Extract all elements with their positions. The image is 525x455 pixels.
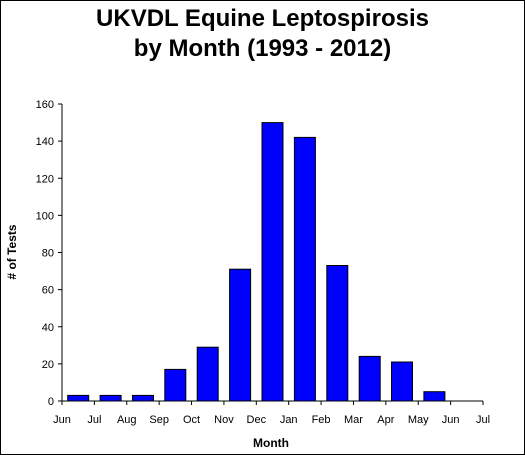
bar-jul-0 xyxy=(67,394,90,402)
y-tick-label: 140 xyxy=(36,136,54,148)
x-tick-label: Jun xyxy=(53,414,71,426)
bar-oct-3 xyxy=(164,368,187,402)
x-tick-label: Jan xyxy=(280,414,298,426)
bar-may-10 xyxy=(391,361,413,402)
x-tick-label: Aug xyxy=(117,414,137,426)
x-axis-title: Month xyxy=(253,436,289,450)
y-tick-label: 80 xyxy=(42,248,54,260)
x-tick-label: Oct xyxy=(183,414,200,426)
bar-nov-4 xyxy=(196,346,219,402)
bar-aug-1 xyxy=(99,394,122,402)
bar-apr-9 xyxy=(358,355,381,402)
y-axis-title: # of Tests xyxy=(5,224,19,279)
chart-title: UKVDL Equine Leptospirosis by Month (199… xyxy=(0,4,525,64)
y-tick-label: 120 xyxy=(36,173,54,185)
chart-title-line-2: by Month (1993 - 2012) xyxy=(133,35,392,62)
bar-jan-6 xyxy=(261,122,284,402)
chart-title-line-1: UKVDL Equine Leptospirosis xyxy=(96,5,429,32)
x-tick-label: Mar xyxy=(344,414,363,426)
y-tick-label: 40 xyxy=(42,322,54,334)
x-tick-label: May xyxy=(408,414,429,426)
ticks: 0 20 40 60 80 100 120 140 160 Jun Jul Aug Sep Oct Nov D… xyxy=(36,99,490,426)
bars xyxy=(67,122,446,402)
x-tick-label: Feb xyxy=(312,414,331,426)
y-tick-label: 60 xyxy=(42,285,54,297)
x-tick-label: Nov xyxy=(214,414,234,426)
x-tick-label: Jul xyxy=(87,414,101,426)
bar-mar-8 xyxy=(326,265,349,402)
x-tick-label: Dec xyxy=(247,414,267,426)
x-tick-label: Jun xyxy=(442,414,460,426)
bar-feb-7 xyxy=(293,136,316,402)
y-tick-label: 160 xyxy=(36,99,54,111)
y-tick-label: 0 xyxy=(48,396,54,408)
bar-sep-2 xyxy=(132,394,154,402)
x-tick-label: Apr xyxy=(377,414,394,426)
x-tick-label: Sep xyxy=(149,414,169,426)
bar-jun-11 xyxy=(423,391,446,402)
y-tick-label: 100 xyxy=(36,210,54,222)
y-tick-label: 20 xyxy=(42,359,54,371)
x-tick-label: Jul xyxy=(476,414,490,426)
bar-dec-5 xyxy=(229,268,252,402)
